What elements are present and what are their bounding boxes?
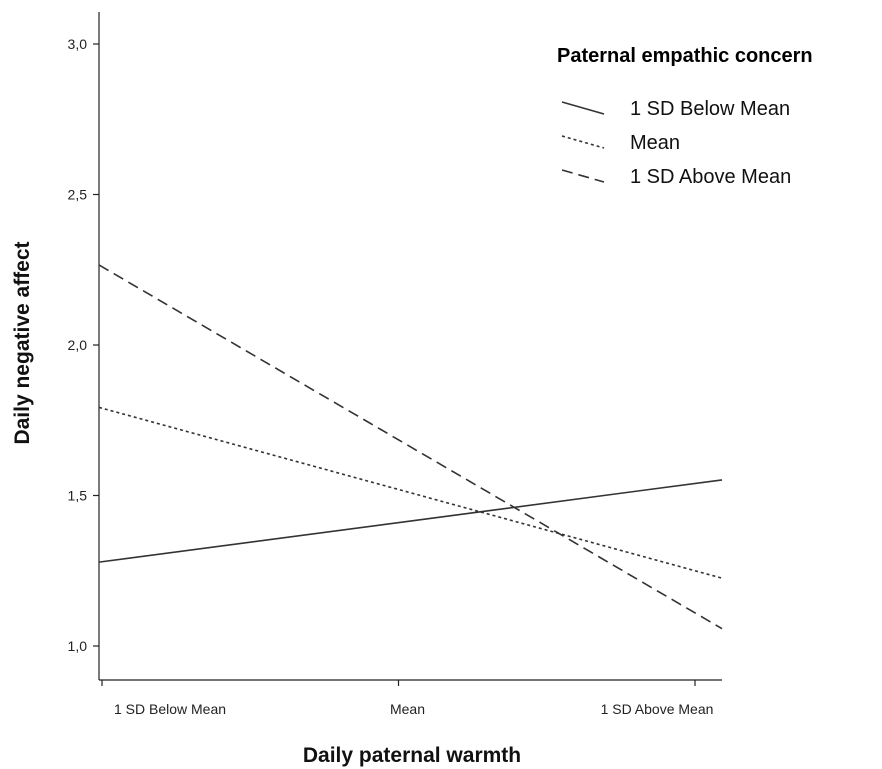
legend-label: 1 SD Below Mean [630, 98, 790, 120]
series-line [98, 264, 723, 630]
legend-label: 1 SD Above Mean [630, 166, 791, 188]
x-axis-title: Daily paternal warmth [303, 744, 521, 767]
legend-items: 1 SD Below Mean Mean 1 SD Above Mean [561, 98, 791, 188]
x-tick-label: 1 SD Above Mean [601, 701, 714, 717]
y-axis-title: Daily negative affect [11, 241, 34, 444]
axes [98, 12, 722, 681]
x-ticks: 1 SD Below Mean Mean 1 SD Above Mean [101, 680, 714, 717]
series-lines [98, 264, 723, 630]
legend-title: Paternal empathic concern [557, 45, 813, 67]
x-tick-label: 1 SD Below Mean [114, 701, 226, 717]
legend-label: Mean [630, 132, 680, 154]
y-ticks: 1,0 1,5 2,0 2,5 3,0 [68, 36, 99, 654]
series-line [98, 479, 723, 563]
y-tick-label: 2,5 [68, 187, 88, 203]
y-tick-label: 3,0 [68, 36, 88, 52]
y-tick-label: 1,0 [68, 638, 88, 654]
y-tick-label: 1,5 [68, 488, 88, 504]
y-tick-label: 2,0 [68, 337, 88, 353]
legend-swatch [561, 101, 605, 115]
legend: Paternal empathic concern 1 SD Below Mea… [557, 45, 813, 188]
x-tick-label: Mean [390, 701, 425, 717]
legend-swatch [561, 135, 605, 149]
legend-swatch [561, 169, 605, 183]
